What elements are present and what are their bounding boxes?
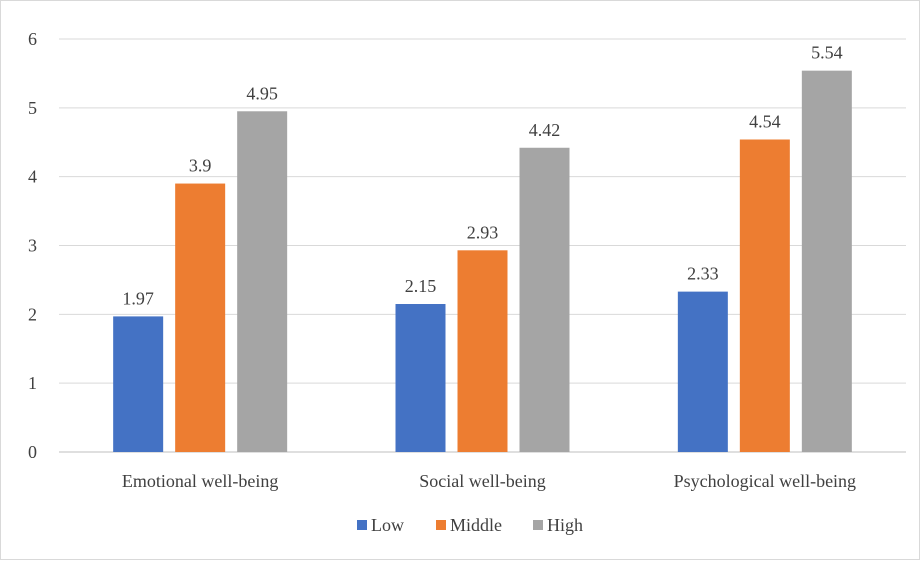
category-label: Emotional well-being [122, 471, 278, 491]
data-label: 4.95 [246, 83, 278, 103]
category-label: Social well-being [419, 471, 545, 491]
data-label: 3.9 [189, 156, 212, 176]
x-axis-categories: Emotional well-being Social well-being Psy… [122, 471, 856, 491]
legend-label: Low [371, 515, 404, 535]
bars [113, 70, 852, 453]
y-tick-label: 0 [28, 442, 37, 462]
y-tick-label: 3 [28, 236, 37, 256]
y-tick-label: 1 [28, 373, 37, 393]
bar-high [519, 147, 570, 453]
legend-swatch-high [533, 520, 543, 530]
bar-middle [175, 183, 226, 453]
legend-label: High [547, 515, 583, 535]
data-label: 2.15 [405, 276, 437, 296]
data-label: 4.42 [529, 120, 561, 140]
category-label: Psychological well-being [674, 471, 856, 491]
bar-middle [457, 250, 508, 452]
bar-middle [739, 139, 790, 452]
data-labels: 1.97 3.9 4.95 2.15 2.93 4.42 2.33 4.54 5.54 [122, 43, 842, 309]
y-axis-ticks: 0 1 2 3 4 5 6 [28, 29, 37, 462]
legend-label: Middle [450, 515, 502, 535]
legend-swatch-middle [436, 520, 446, 530]
data-label: 5.54 [811, 43, 843, 63]
bar-low [677, 291, 728, 452]
data-label: 2.93 [467, 222, 499, 242]
bar-low [113, 316, 164, 452]
data-label: 2.33 [687, 264, 719, 284]
y-tick-label: 4 [28, 167, 37, 187]
bar-high [237, 111, 288, 453]
bar-low [395, 304, 446, 452]
y-tick-label: 6 [28, 29, 37, 49]
legend: Low Middle High [357, 515, 583, 535]
legend-swatch-low [357, 520, 367, 530]
data-label: 1.97 [122, 288, 154, 308]
data-label: 4.54 [749, 111, 781, 131]
y-tick-label: 5 [28, 98, 37, 118]
y-tick-label: 2 [28, 304, 37, 324]
bar-high [801, 70, 852, 452]
